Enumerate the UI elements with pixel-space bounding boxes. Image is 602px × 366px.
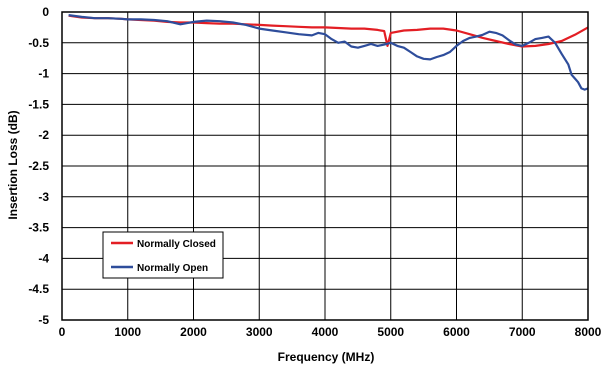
y-tick-label: -2.5: [28, 159, 49, 173]
y-tick-label: 0: [42, 5, 49, 19]
y-tick-label: -3: [38, 190, 49, 204]
legend-label-normally-open: Normally Open: [137, 263, 208, 274]
y-tick-label: -4: [38, 251, 49, 265]
y-tick-label: -0.5: [28, 36, 49, 50]
y-tick-label: -1: [38, 67, 49, 81]
series-line-normally-open: [68, 14, 589, 91]
x-tick-label: 8000: [575, 325, 602, 339]
y-tick-label: -4.5: [28, 282, 49, 296]
x-tick-label: 3000: [246, 325, 273, 339]
x-tick-label: 1000: [114, 325, 141, 339]
gridlines: [61, 11, 589, 321]
series-lines: [68, 14, 589, 91]
y-axis-title: Insertion Loss (dB): [6, 110, 20, 219]
y-tick-label: -5: [38, 313, 49, 327]
legend-box: [102, 231, 224, 279]
x-tick-label: 5000: [377, 325, 404, 339]
legend: Normally Closed Normally Open: [102, 231, 224, 279]
x-tick-label: 4000: [312, 325, 339, 339]
plot-area-border: [61, 11, 589, 321]
legend-label-normally-closed: Normally Closed: [137, 239, 216, 250]
x-tick-labels: 0 1000 2000 3000 4000 5000 6000 7000 8000: [59, 325, 602, 339]
y-tick-labels: 0 -0.5 -1 -1.5 -2 -2.5 -3 -3.5 -4 -4.5 -5: [28, 5, 49, 327]
x-tick-label: 6000: [443, 325, 470, 339]
x-tick-label: 2000: [180, 325, 207, 339]
x-tick-label: 0: [59, 325, 66, 339]
y-tick-label: -3.5: [28, 221, 49, 235]
y-tick-label: -2: [38, 128, 49, 142]
y-tick-label: -1.5: [28, 97, 49, 111]
x-axis-title: Frequency (MHz): [278, 350, 375, 364]
x-tick-label: 7000: [509, 325, 536, 339]
